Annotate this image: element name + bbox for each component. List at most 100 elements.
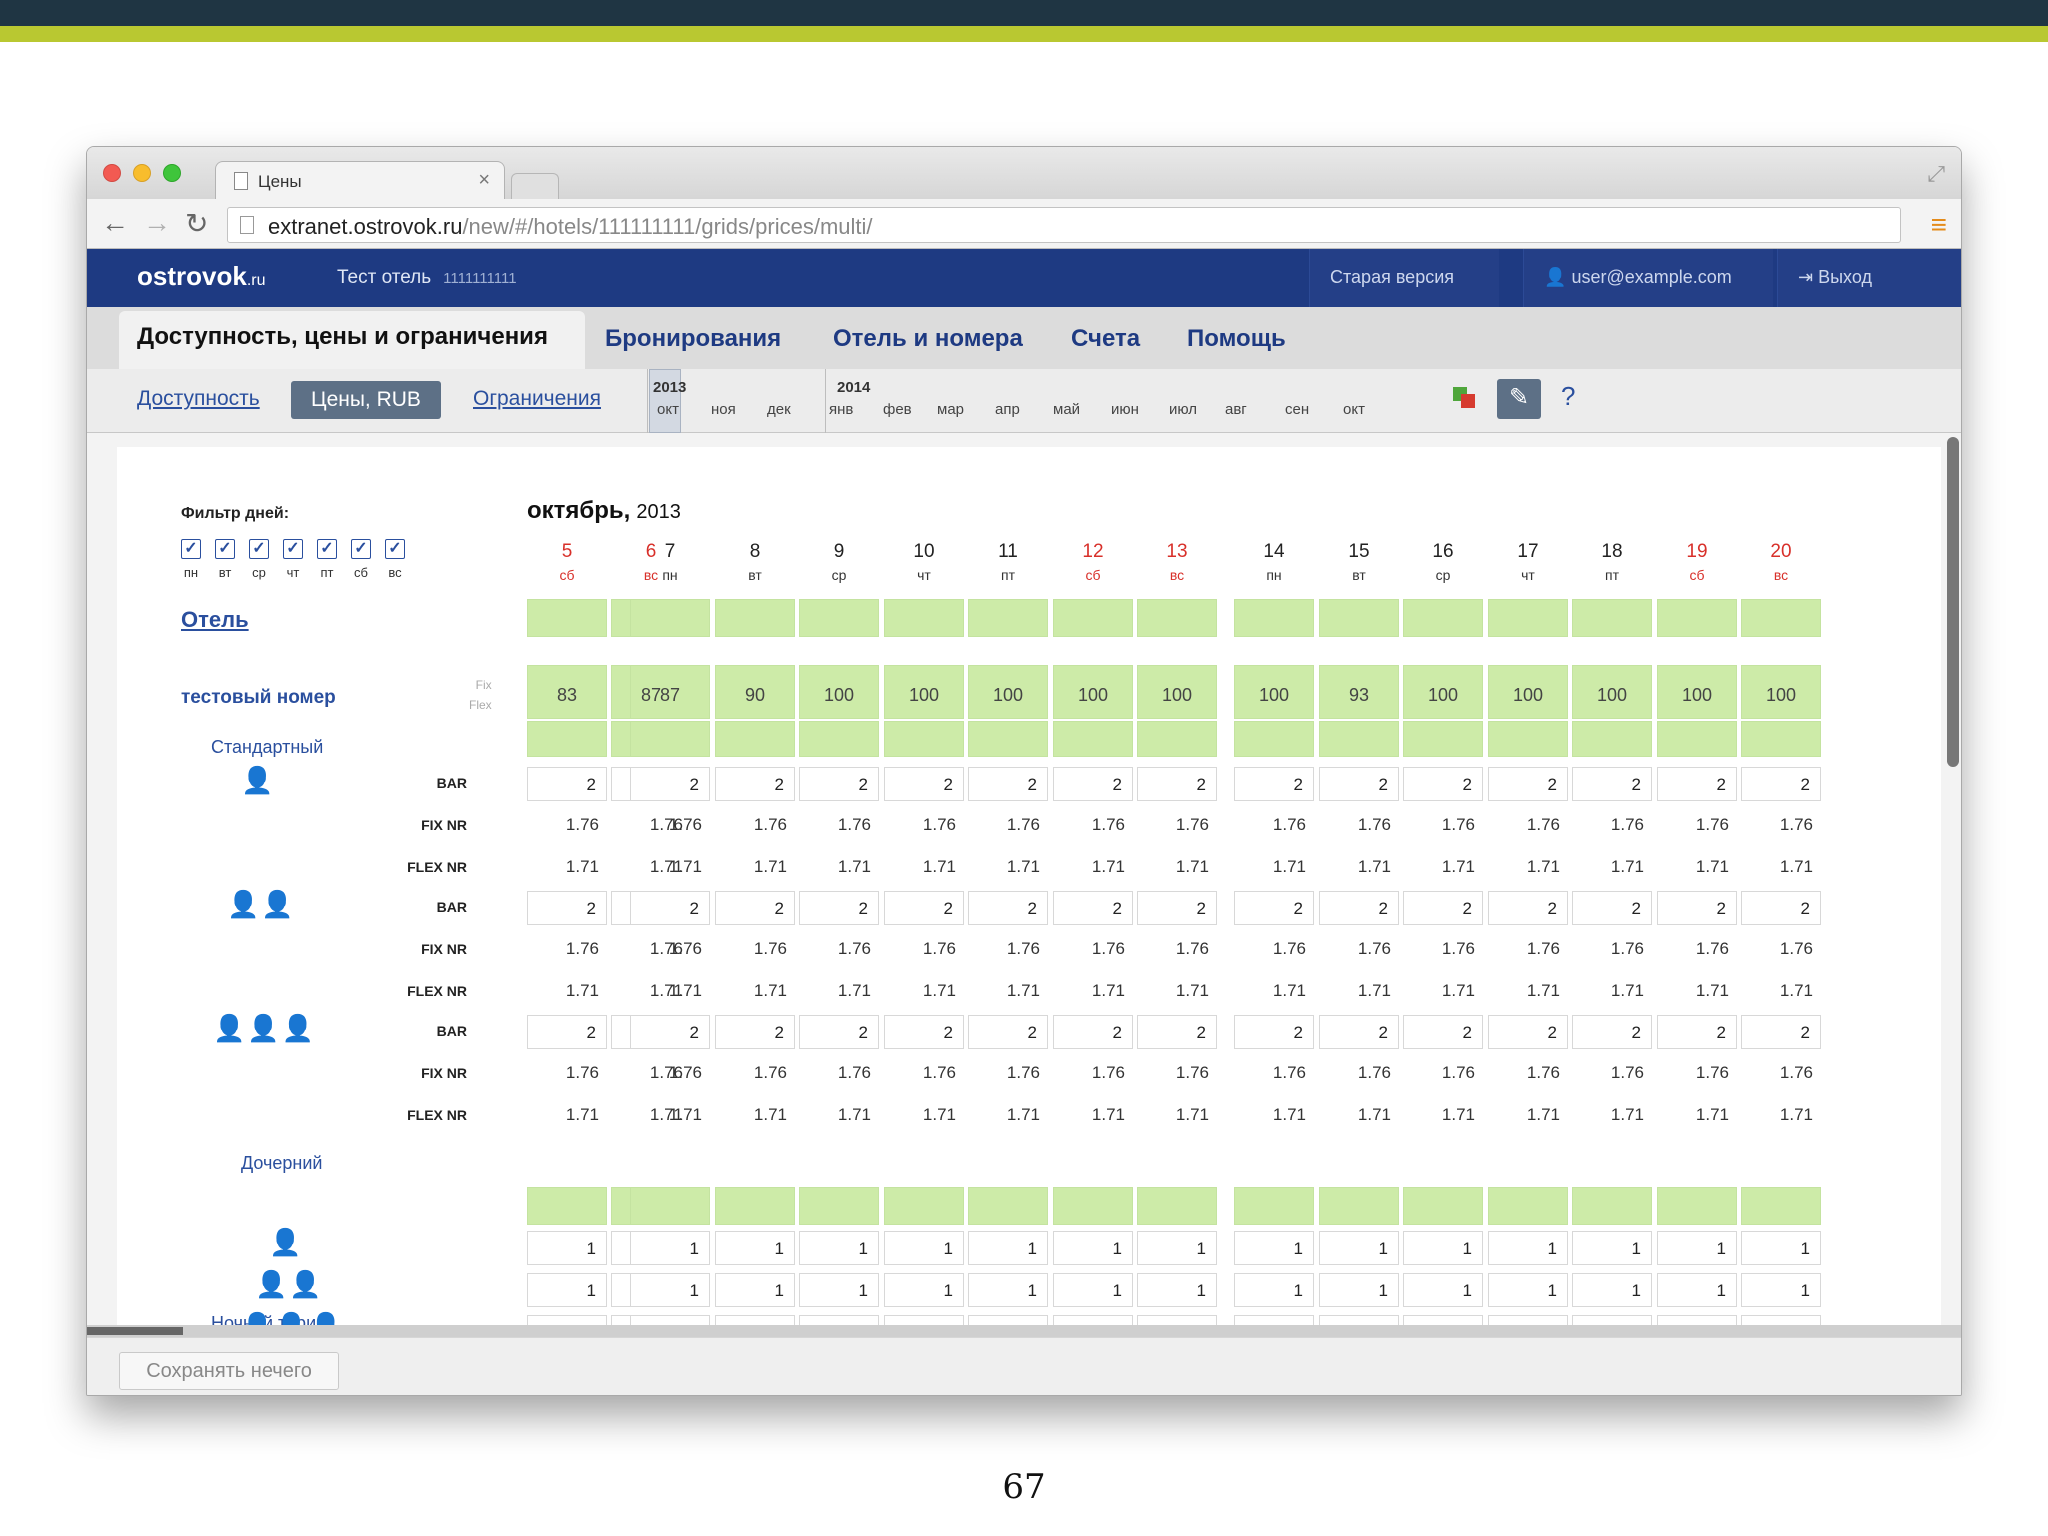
child-cell-g2-3[interactable]: 1 [715,1273,795,1307]
hotel-cell-4[interactable] [799,599,879,637]
child-rate-cell-2[interactable] [630,1187,710,1225]
hotel-row-label[interactable]: Отель [181,607,249,632]
horizontal-scrollbar[interactable] [87,1327,183,1335]
child-cell-g3-2[interactable]: 1 [630,1315,710,1325]
child-cell-g3-9[interactable]: 1 [1234,1315,1314,1325]
child-cell-g1-10[interactable]: 1 [1319,1231,1399,1265]
bar-cell-g1-4[interactable]: 2 [799,767,879,801]
tab-bookings[interactable]: Бронирования [605,325,782,352]
avail-cell-14[interactable] [1657,665,1737,719]
child-cell-g1-7[interactable]: 1 [1053,1231,1133,1265]
avail-cell-3[interactable] [715,665,795,719]
avail-flex-cell-6[interactable] [968,721,1048,757]
subtab-prices[interactable]: Цены, RUB [291,381,441,419]
bar-cell-g1-3[interactable]: 2 [715,767,795,801]
avail-flex-cell-0[interactable] [527,721,607,757]
child-cell-g2-7[interactable]: 1 [1053,1273,1133,1307]
bar-cell-g2-14[interactable]: 2 [1657,891,1737,925]
avail-cell-0[interactable] [527,665,607,719]
child-cell-g2-8[interactable]: 1 [1137,1273,1217,1307]
bar-cell-g3-8[interactable]: 2 [1137,1015,1217,1049]
child-rate-cell-0[interactable] [527,1187,607,1225]
day-checkbox-4[interactable]: ✓ [317,539,337,559]
child-cell-g1-12[interactable]: 1 [1488,1231,1568,1265]
hotel-cell-2[interactable] [630,599,710,637]
child-cell-g2-6[interactable]: 1 [968,1273,1048,1307]
avail-flex-cell-7[interactable] [1053,721,1133,757]
child-cell-g2-0[interactable]: 1 [527,1273,607,1307]
bar-cell-g1-9[interactable]: 2 [1234,767,1314,801]
day-checkbox-6[interactable]: ✓ [385,539,405,559]
address-bar[interactable]: extranet.ostrovok.ru/new/#/hotels/111111… [227,207,1901,243]
avail-cell-2[interactable] [630,665,710,719]
bar-cell-g3-2[interactable]: 2 [630,1015,710,1049]
child-cell-g1-2[interactable]: 1 [630,1231,710,1265]
child-cell-g3-11[interactable]: 1 [1403,1315,1483,1325]
avail-cell-7[interactable] [1053,665,1133,719]
save-button[interactable]: Сохранять нечего [119,1352,339,1390]
avail-cell-9[interactable] [1234,665,1314,719]
month-6[interactable]: апр [995,401,1020,418]
child-cell-g2-10[interactable]: 1 [1319,1273,1399,1307]
avail-flex-cell-3[interactable] [715,721,795,757]
tab-availability-prices[interactable]: Доступность, цены и ограничения [119,311,585,369]
back-arrow-icon[interactable]: ← [101,207,129,238]
avail-cell-8[interactable] [1137,665,1217,719]
child-rate-cell-4[interactable] [799,1187,879,1225]
child-cell-g1-11[interactable]: 1 [1403,1231,1483,1265]
bar-cell-g2-10[interactable]: 2 [1319,891,1399,925]
reload-icon[interactable]: ↻ [185,208,209,239]
bar-cell-g2-9[interactable]: 2 [1234,891,1314,925]
avail-flex-cell-12[interactable] [1488,721,1568,757]
bar-cell-g3-12[interactable]: 2 [1488,1015,1568,1049]
bar-cell-g3-11[interactable]: 2 [1403,1015,1483,1049]
bar-cell-g2-6[interactable]: 2 [968,891,1048,925]
fullscreen-icon[interactable]: ⤢ [1927,161,1945,186]
edit-icon[interactable]: ✎ [1497,379,1541,419]
avail-cell-12[interactable] [1488,665,1568,719]
forward-arrow-icon[interactable]: → [143,207,171,238]
hotel-name[interactable]: Тест отель 1111111111 [337,267,517,288]
child-cell-g2-11[interactable]: 1 [1403,1273,1483,1307]
child-cell-g3-15[interactable]: 1 [1741,1315,1821,1325]
minimize-window-button[interactable] [133,164,151,182]
browser-menu-icon[interactable]: ≡ [1930,209,1947,240]
hotel-cell-8[interactable] [1137,599,1217,637]
bar-cell-g1-12[interactable]: 2 [1488,767,1568,801]
child-cell-g3-8[interactable]: 1 [1137,1315,1217,1325]
vertical-scrollbar[interactable] [1947,437,1959,767]
hotel-cell-9[interactable] [1234,599,1314,637]
old-version-button[interactable]: Старая версия [1309,249,1499,307]
child-rate-cell-13[interactable] [1572,1187,1652,1225]
close-window-button[interactable] [103,164,121,182]
avail-flex-cell-10[interactable] [1319,721,1399,757]
child-cell-g1-13[interactable]: 1 [1572,1231,1652,1265]
avail-cell-5[interactable] [884,665,964,719]
child-rate-cell-11[interactable] [1403,1187,1483,1225]
child-cell-g1-6[interactable]: 1 [968,1231,1048,1265]
avail-flex-cell-11[interactable] [1403,721,1483,757]
bar-cell-g1-13[interactable]: 2 [1572,767,1652,801]
child-cell-g3-4[interactable]: 1 [799,1315,879,1325]
bar-cell-g2-5[interactable]: 2 [884,891,964,925]
child-rate-cell-10[interactable] [1319,1187,1399,1225]
bar-cell-g1-7[interactable]: 2 [1053,767,1133,801]
avail-flex-cell-5[interactable] [884,721,964,757]
day-checkbox-5[interactable]: ✓ [351,539,371,559]
child-cell-g1-0[interactable]: 1 [527,1231,607,1265]
month-9[interactable]: июл [1169,401,1198,418]
child-cell-g1-4[interactable]: 1 [799,1231,879,1265]
child-cell-g3-12[interactable]: 1 [1488,1315,1568,1325]
hotel-cell-11[interactable] [1403,599,1483,637]
child-cell-g2-2[interactable]: 1 [630,1273,710,1307]
bar-cell-g1-14[interactable]: 2 [1657,767,1737,801]
child-cell-g1-14[interactable]: 1 [1657,1231,1737,1265]
child-cell-g3-5[interactable]: 1 [884,1315,964,1325]
hotel-cell-6[interactable] [968,599,1048,637]
child-cell-g2-5[interactable]: 1 [884,1273,964,1307]
avail-cell-11[interactable] [1403,665,1483,719]
child-cell-g2-14[interactable]: 1 [1657,1273,1737,1307]
child-cell-g1-8[interactable]: 1 [1137,1231,1217,1265]
bar-cell-g1-6[interactable]: 2 [968,767,1048,801]
bar-cell-g1-15[interactable]: 2 [1741,767,1821,801]
